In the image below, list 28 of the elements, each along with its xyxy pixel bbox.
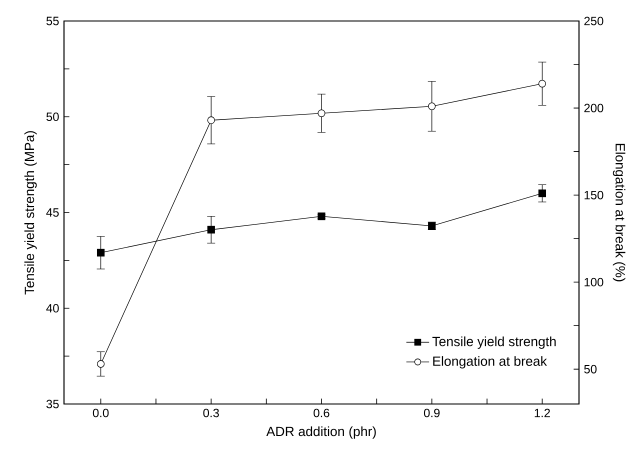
y2-tick-label: 150	[584, 190, 604, 200]
x-tick-label: 0.9	[424, 408, 440, 418]
point	[96, 248, 105, 257]
y-axis-title: Tensile yield strength (MPa)	[24, 131, 37, 294]
point	[428, 102, 436, 110]
legend-label: Tensile yield strength	[432, 336, 556, 349]
point	[538, 80, 546, 88]
x-tick-label: 1.2	[534, 408, 550, 418]
y2-axis-title: Elongation at break (%)	[612, 144, 626, 282]
x-tick-label: 0.0	[92, 408, 109, 418]
x-tick-label: 0.3	[203, 408, 219, 418]
point	[96, 360, 105, 368]
point	[207, 116, 215, 124]
y2-tick-label: 50	[584, 364, 597, 374]
y-tick-label: 45	[46, 208, 59, 217]
x-axis-title: ADR addition (phr)	[266, 426, 376, 439]
point	[538, 190, 546, 198]
y-tick-label: 55	[46, 16, 59, 26]
legend-label: Elongation at break	[433, 356, 547, 369]
point	[207, 226, 215, 234]
y2-tick-label: 100	[584, 278, 604, 286]
y2-tick-label: 250	[584, 16, 604, 26]
y-tick-label: 40	[46, 304, 59, 313]
point	[318, 109, 326, 118]
y-tick-label: 35	[46, 400, 59, 408]
x-tick-label: 0.6	[314, 408, 330, 418]
y2-tick-label: 200	[584, 104, 604, 112]
y-tick-label: 50	[46, 112, 59, 122]
